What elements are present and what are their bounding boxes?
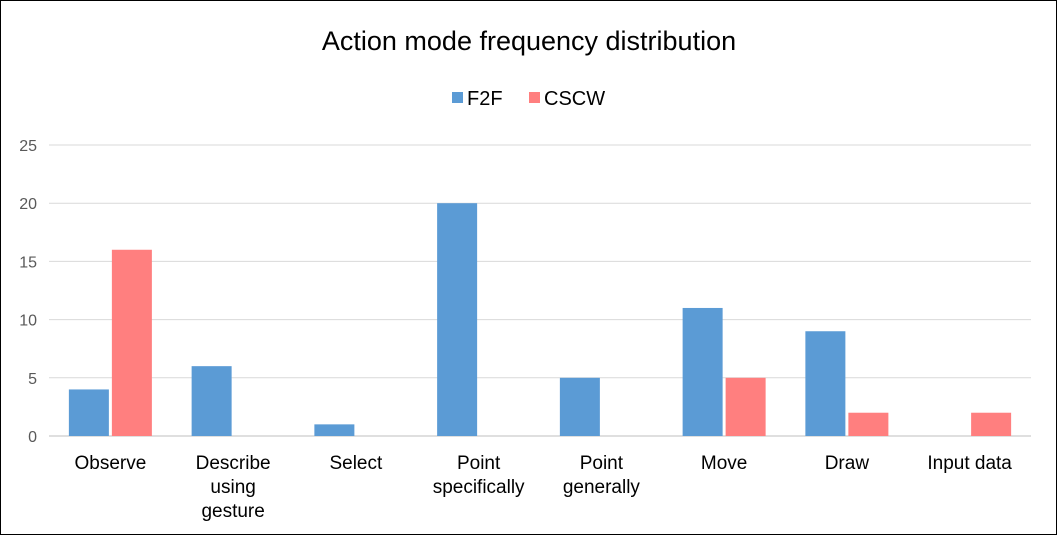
bar-cscw [848, 412, 889, 436]
x-category-label: Input data [927, 453, 1012, 474]
bar-f2f [314, 424, 355, 436]
x-category-label: Move [701, 453, 747, 474]
bar-f2f [805, 331, 846, 436]
x-category-label: Select [329, 453, 383, 474]
legend-item-cscw: CSCW [529, 88, 605, 110]
bar-f2f [68, 389, 109, 436]
x-category-label: Point generally [563, 453, 641, 498]
y-tick-label: 15 [19, 254, 37, 271]
y-tick-label: 0 [28, 429, 37, 446]
bars [68, 203, 1012, 436]
bar-f2f [559, 377, 600, 436]
y-tick-label: 10 [19, 313, 37, 330]
legend-swatch [529, 92, 540, 103]
bar-f2f [191, 366, 232, 436]
y-tick-label: 20 [19, 196, 37, 213]
bar-cscw [971, 412, 1012, 436]
y-axis-ticks: 0 5 10 15 20 25 [19, 138, 37, 446]
legend-label: F2F [467, 88, 503, 110]
x-category-label: Observe [74, 453, 146, 474]
x-axis-labels: Observe Describe using gesture Select Point sp… [74, 453, 1012, 522]
bar-cscw [725, 377, 766, 436]
chart-legend: F2F CSCW [452, 88, 605, 110]
bar-f2f [682, 307, 723, 436]
legend-swatch [452, 92, 463, 103]
legend-item-f2f: F2F [452, 88, 503, 110]
bar-f2f [437, 203, 478, 436]
y-tick-label: 25 [19, 138, 37, 155]
y-tick-label: 5 [28, 371, 37, 388]
bar-cscw [111, 249, 152, 436]
chart-title: Action mode frequency distribution [322, 26, 736, 56]
legend-label: CSCW [544, 88, 605, 110]
x-category-label: Draw [825, 453, 870, 474]
x-category-label: Point specifically [433, 453, 525, 498]
x-category-label: Describe using gesture [196, 453, 271, 522]
